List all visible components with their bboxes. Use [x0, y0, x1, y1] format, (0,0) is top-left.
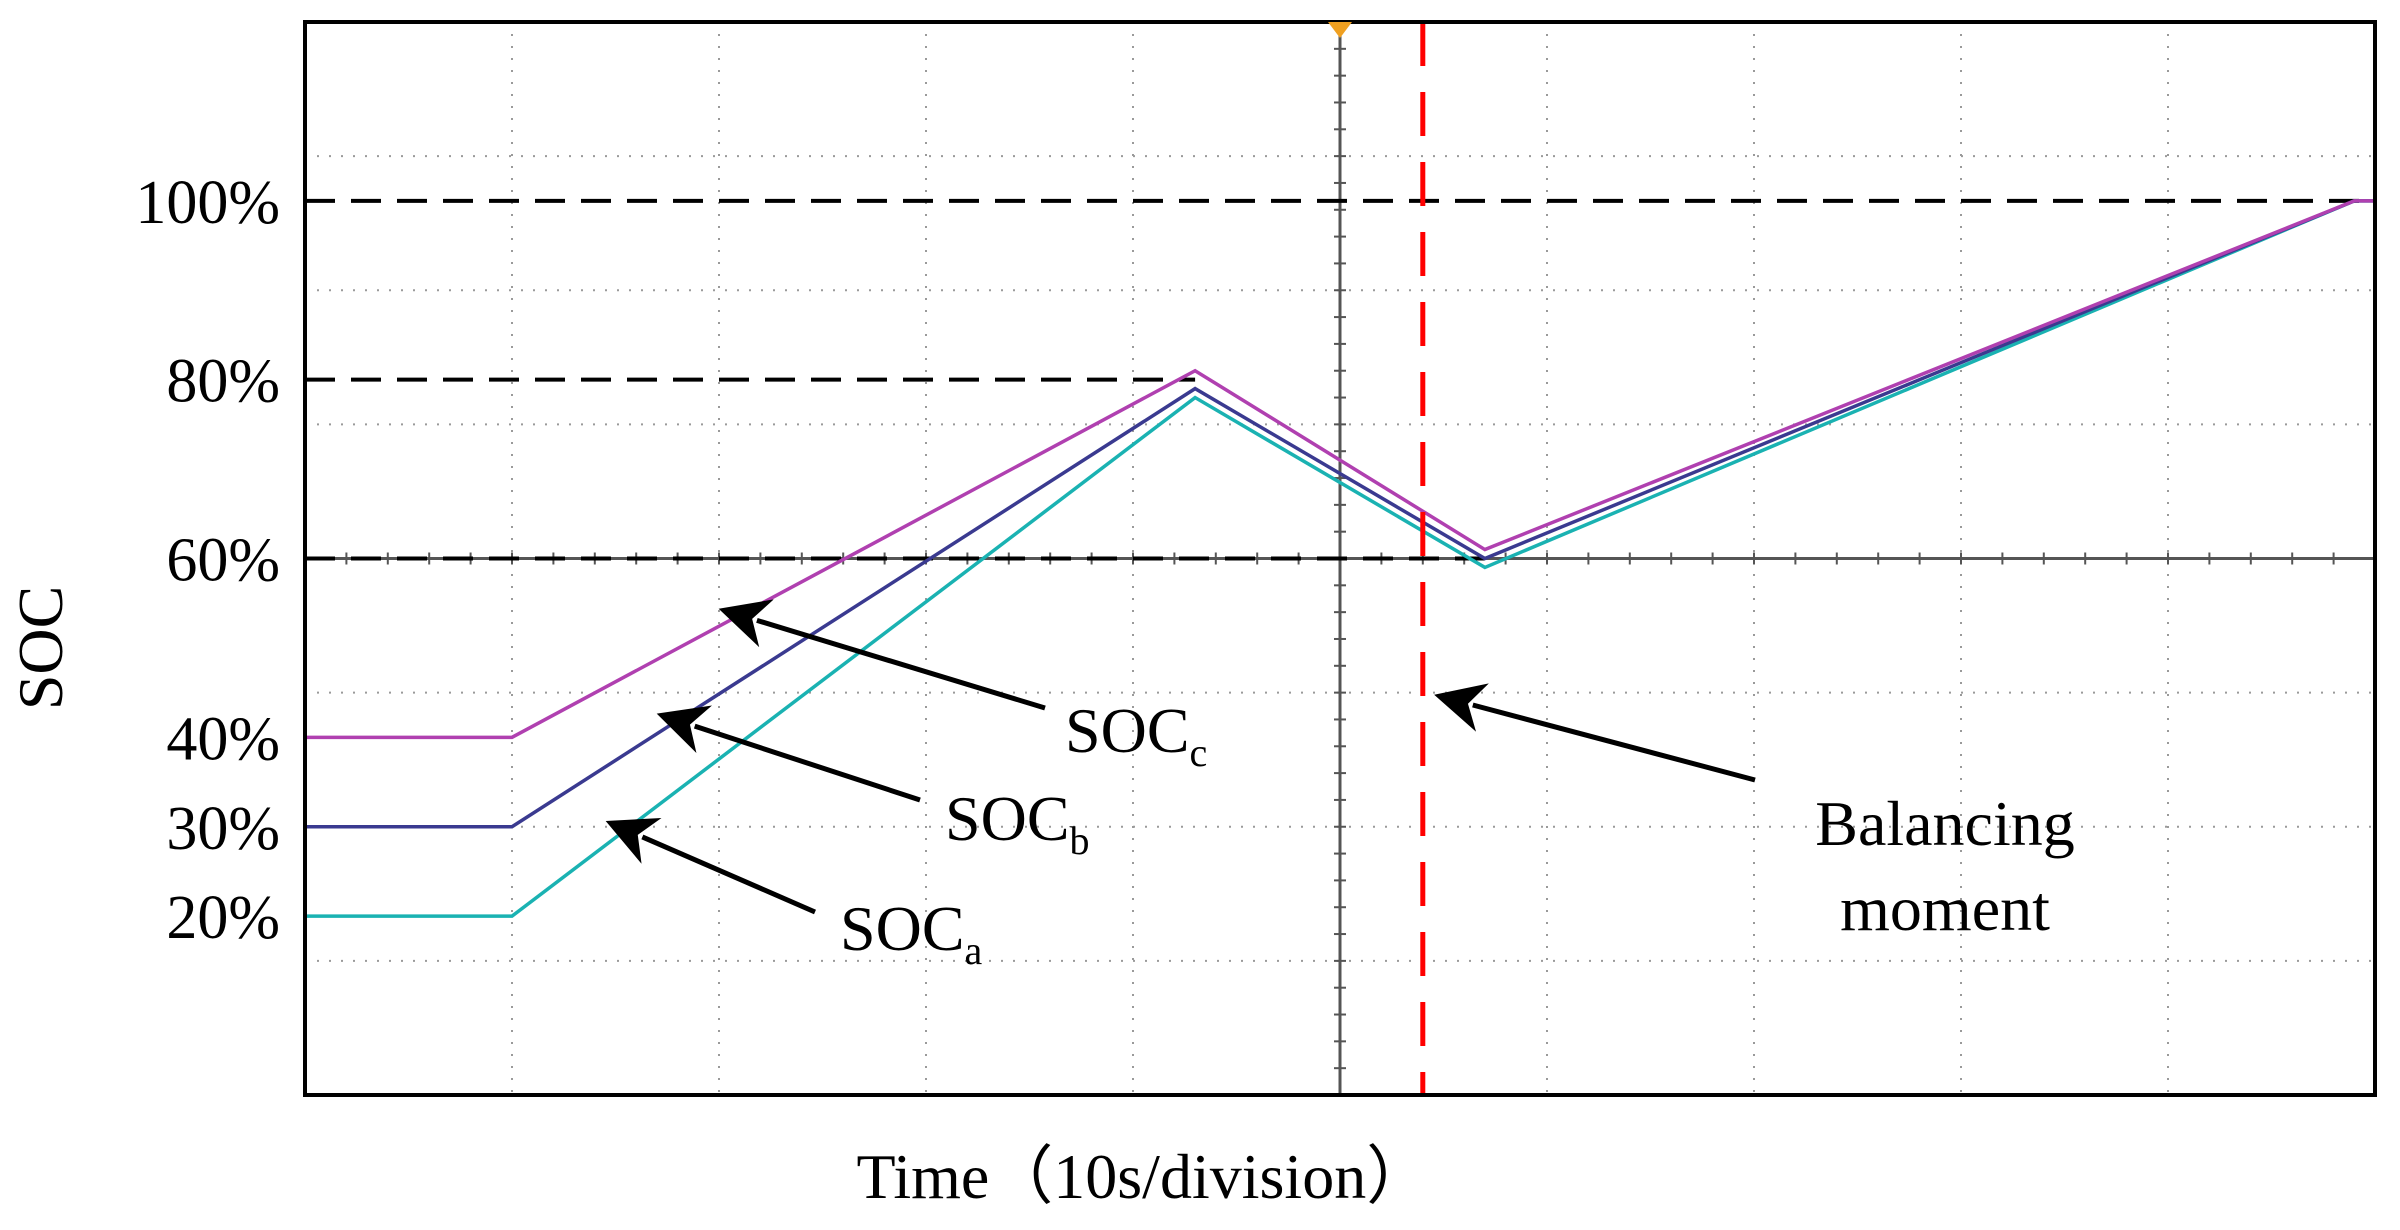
y-tick-label: 100% — [135, 169, 280, 237]
series-line-SOCc — [305, 199, 2375, 740]
annotation-label-SOCb: SOCb — [945, 783, 1090, 863]
annotation-label-SOCa: SOCa — [840, 893, 983, 973]
y-tick-label: 40% — [166, 705, 280, 773]
balancing-label-line: Balancing — [1815, 788, 2074, 859]
annotation-main: SOC — [945, 783, 1070, 854]
reference-lines — [305, 198, 2375, 561]
y-tick-labels: 100% 80% 60% 40% 30% 20% — [135, 169, 280, 952]
annotation-label-SOCc: SOCc — [1065, 695, 1207, 775]
annotation-arrow-SOCa — [605, 817, 816, 915]
annotation-main: SOC — [1065, 695, 1190, 766]
balancing-label-line: moment — [1840, 873, 2050, 944]
y-tick-label: 60% — [166, 527, 280, 595]
annotation-arrow-SOCb — [656, 705, 921, 803]
annotation-subscript: b — [1070, 818, 1090, 863]
trigger-marker-icon — [1328, 22, 1352, 38]
annotation-main: SOC — [840, 893, 965, 964]
series-lines — [305, 199, 2375, 918]
balancing-arrow — [1434, 683, 1756, 783]
y-tick-label: 20% — [166, 884, 280, 952]
x-axis-title: Time（10s/division） — [856, 1141, 1430, 1212]
annotation-arrow-SOCc — [718, 599, 1046, 711]
y-tick-label: 30% — [166, 795, 280, 863]
y-axis-title: SOC — [5, 586, 76, 711]
balancing-moment-label: Balancing moment — [1434, 683, 2075, 944]
annotation-subscript: a — [965, 928, 983, 973]
y-tick-label: 80% — [166, 348, 280, 416]
annotation-subscript: c — [1190, 730, 1208, 775]
